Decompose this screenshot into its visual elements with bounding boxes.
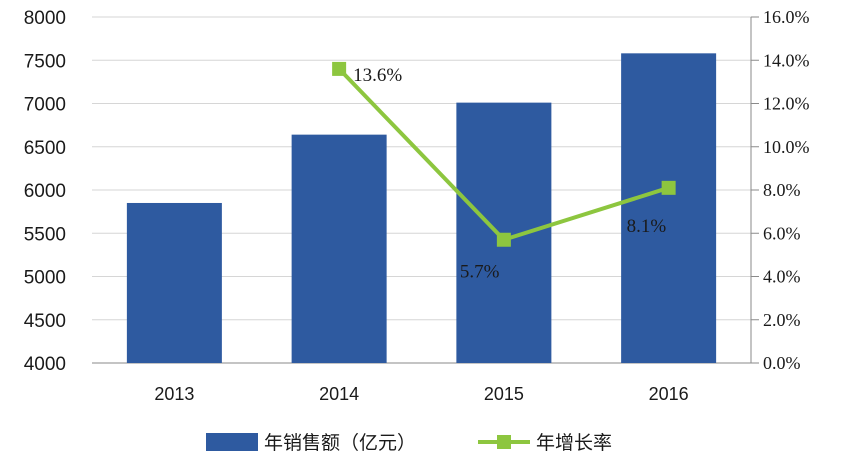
y-right-tick-label: 2.0% [763, 310, 801, 330]
y-right-tick-label: 6.0% [763, 223, 801, 243]
y-left-tick-label: 7500 [24, 51, 66, 72]
y-right-tick-label: 0.0% [763, 353, 801, 373]
bar-2016 [621, 53, 717, 364]
y-left-tick-label: 5000 [24, 268, 66, 289]
legend-label-sales: 年销售额（亿元） [264, 432, 416, 454]
y-right-tick-label: 10.0% [763, 137, 810, 157]
y-left-tick-label: 5500 [24, 224, 66, 245]
y-left-tick-label: 4500 [24, 311, 66, 332]
x-tick-label: 2013 [154, 384, 194, 404]
y-right-tick-label: 16.0% [763, 7, 810, 27]
y-right-tick-label: 8.0% [763, 180, 801, 200]
bar-series [126, 53, 717, 364]
tick-labels: 4000 4500 5000 5500 6000 6500 7000 7500 8000 0.0%… [24, 7, 810, 404]
bar-2013 [126, 202, 222, 363]
growth-rate-label: 5.7% [460, 262, 500, 283]
x-tick-label: 2016 [649, 384, 689, 404]
growth-rate-label: 8.1% [627, 216, 667, 237]
y-left-tick-label: 8000 [24, 8, 66, 29]
y-left-tick-label: 6500 [24, 138, 66, 159]
legend-marker-growth [497, 435, 511, 449]
legend-swatch-sales [206, 433, 258, 451]
x-tick-label: 2015 [484, 384, 524, 404]
y-right-tick-label: 4.0% [763, 267, 801, 287]
bar-2014 [291, 134, 387, 363]
y-left-tick-label: 7000 [24, 95, 66, 116]
growth-rate-marker [496, 232, 511, 247]
legend: 年销售额（亿元） 年增长率 [206, 432, 612, 454]
growth-rate-marker [661, 180, 676, 195]
growth-rate-label: 13.6% [353, 65, 402, 86]
y-left-tick-label: 4000 [24, 354, 66, 375]
data-labels: 13.6% 5.7% 8.1% [353, 65, 666, 283]
growth-rate-marker [332, 61, 347, 76]
y-right-tick-label: 14.0% [763, 50, 810, 70]
x-tick-label: 2014 [319, 384, 359, 404]
line-series [332, 61, 676, 247]
y-left-tick-label: 6000 [24, 181, 66, 202]
legend-label-growth: 年增长率 [536, 432, 612, 454]
y-right-tick-label: 12.0% [763, 94, 810, 114]
